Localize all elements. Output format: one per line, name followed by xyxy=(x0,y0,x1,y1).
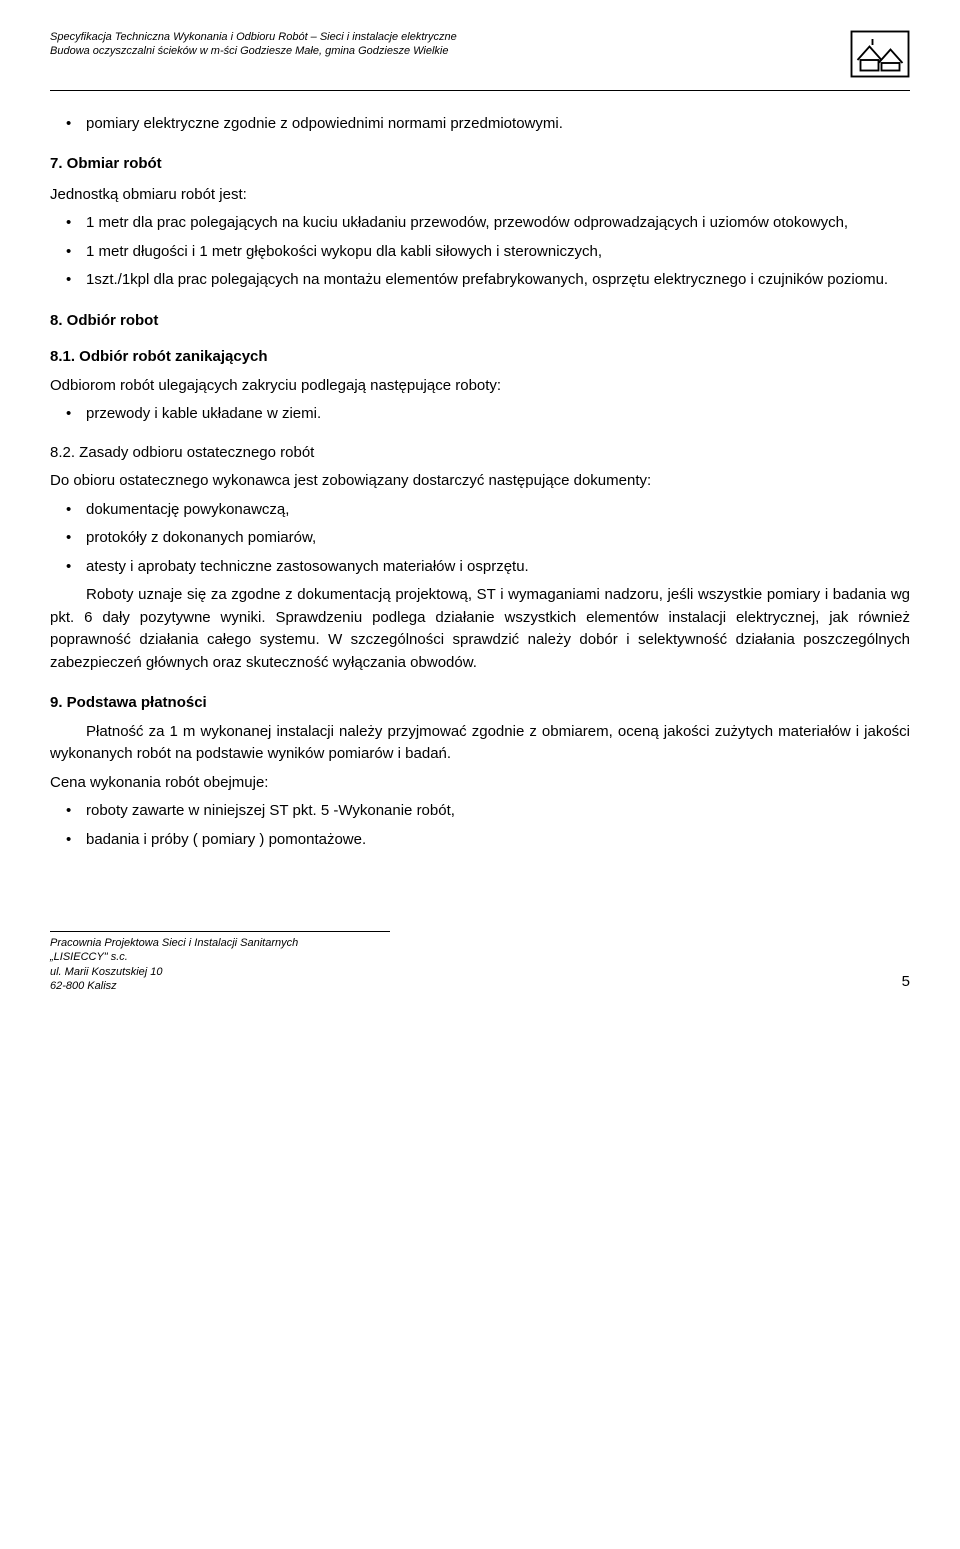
section-7-heading: 7. Obmiar robót xyxy=(50,153,910,176)
doc-header: Specyfikacja Techniczna Wykonania i Odbi… xyxy=(50,30,910,86)
header-line-1: Specyfikacja Techniczna Wykonania i Odbi… xyxy=(50,30,457,44)
doc-footer: Pracownia Projektowa Sieci i Instalacji … xyxy=(50,936,910,993)
list-item: dokumentację powykonawczą, xyxy=(50,499,910,522)
list-item: atesty i aprobaty techniczne zastosowany… xyxy=(50,556,910,579)
list-item: badania i próby ( pomiary ) pomontażowe. xyxy=(50,829,910,852)
section-8-2-heading: 8.2. Zasady odbioru ostatecznego robót xyxy=(50,442,910,465)
list-item: 1szt./1kpl dla prac polegających na mont… xyxy=(50,269,910,292)
section-7-intro: Jednostką obmiaru robót jest: xyxy=(50,184,910,207)
section-8-heading: 8. Odbiór robot xyxy=(50,310,910,333)
header-text-block: Specyfikacja Techniczna Wykonania i Odbi… xyxy=(50,30,457,59)
section-8-1-intro: Odbiorom robót ulegających zakryciu podl… xyxy=(50,375,910,398)
section-8-2-bullets: dokumentację powykonawczą, protokóły z d… xyxy=(50,499,910,579)
footer-divider xyxy=(50,931,390,932)
top-bullet-list: pomiary elektryczne zgodnie z odpowiedni… xyxy=(50,113,910,136)
section-8-2-intro: Do obioru ostatecznego wykonawca jest zo… xyxy=(50,470,910,493)
header-line-2: Budowa oczyszczalni ścieków w m-ści Godz… xyxy=(50,44,457,58)
section-8-2-para: Roboty uznaje się za zgodne z dokumentac… xyxy=(50,584,910,674)
section-8-1-heading: 8.1. Odbiór robót zanikających xyxy=(50,346,910,369)
section-9-heading: 9. Podstawa płatności xyxy=(50,692,910,715)
footer-line-1: Pracownia Projektowa Sieci i Instalacji … xyxy=(50,936,298,950)
footer-line-3: ul. Marii Koszutskiej 10 xyxy=(50,965,298,979)
footer-text-block: Pracownia Projektowa Sieci i Instalacji … xyxy=(50,936,298,993)
section-7-bullets: 1 metr dla prac polegających na kuciu uk… xyxy=(50,212,910,292)
list-item: protokóły z dokonanych pomiarów, xyxy=(50,527,910,550)
footer-line-4: 62-800 Kalisz xyxy=(50,979,298,993)
list-item: 1 metr dla prac polegających na kuciu uk… xyxy=(50,212,910,235)
document-body: pomiary elektryczne zgodnie z odpowiedni… xyxy=(50,113,910,852)
section-8-1-bullets: przewody i kable układane w ziemi. xyxy=(50,403,910,426)
list-item: pomiary elektryczne zgodnie z odpowiedni… xyxy=(50,113,910,136)
page-number: 5 xyxy=(902,971,910,994)
section-9-line2: Cena wykonania robót obejmuje: xyxy=(50,772,910,795)
list-item: przewody i kable układane w ziemi. xyxy=(50,403,910,426)
section-9-bullets: roboty zawarte w niniejszej ST pkt. 5 -W… xyxy=(50,800,910,851)
header-divider xyxy=(50,90,910,91)
list-item: roboty zawarte w niniejszej ST pkt. 5 -W… xyxy=(50,800,910,823)
house-logo-icon xyxy=(850,30,910,86)
list-item: 1 metr długości i 1 metr głębokości wyko… xyxy=(50,241,910,264)
section-9-para1: Płatność za 1 m wykonanej instalacji nal… xyxy=(50,721,910,766)
footer-line-2: „LISIECCY" s.c. xyxy=(50,950,298,964)
